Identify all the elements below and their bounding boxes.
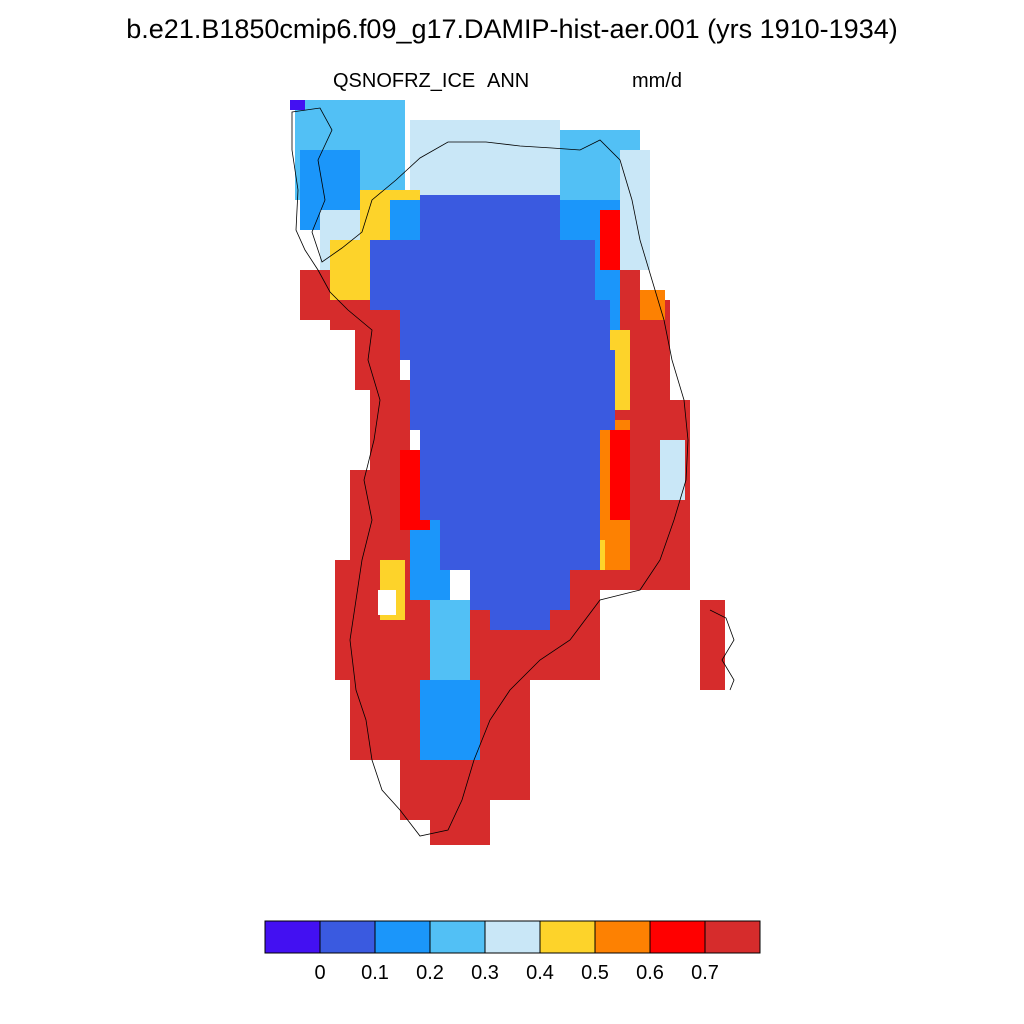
coastline-path (291, 107, 689, 837)
colorbar-tick-label: 0.3 (471, 962, 499, 984)
map-cell (378, 590, 396, 615)
colorbar-swatch (539, 920, 596, 954)
colorbar-tick-label: 0 (314, 962, 326, 984)
map-cell (410, 120, 560, 200)
map-cell (640, 290, 665, 320)
colorbar-tick-label: 0.5 (581, 962, 609, 984)
colorbar-tick-label: 0.1 (361, 962, 389, 984)
units-label: mm/d (632, 70, 682, 92)
map-cells (290, 100, 725, 845)
colorbar-swatch (704, 920, 761, 954)
map-cell (355, 300, 400, 390)
colorbar-swatch (429, 920, 486, 954)
map-cell (430, 600, 470, 680)
map-cell (610, 430, 630, 520)
colorbar-tick-label: 0.4 (526, 962, 554, 984)
coastline (291, 107, 735, 837)
colorbar-tick-label: 0.6 (636, 962, 664, 984)
colorbar-swatch (484, 920, 541, 954)
map-cell (410, 350, 615, 430)
period-label: ANN (487, 70, 530, 92)
map-cell (490, 600, 550, 630)
map-cell (290, 100, 305, 110)
colorbar-tick-label: 0.2 (416, 962, 444, 984)
colorbar-swatch (264, 920, 321, 954)
colorbar-swatch (649, 920, 706, 954)
variable-label: QSNOFRZ_ICE (333, 70, 476, 92)
map-cell (700, 600, 725, 690)
map-cell (620, 150, 650, 270)
map-cell (660, 440, 685, 500)
colorbar-tick-label: 0.7 (691, 962, 719, 984)
map-cell (420, 420, 600, 520)
map-cell (420, 680, 480, 760)
colorbar-swatch (594, 920, 651, 954)
colorbar (264, 920, 761, 954)
map-cell (600, 210, 620, 270)
map-cell (380, 260, 420, 300)
plot-title: b.e21.B1850cmip6.f09_g17.DAMIP-hist-aer.… (126, 14, 898, 44)
colorbar-swatch (319, 920, 376, 954)
colorbar-swatch (374, 920, 431, 954)
map-cell (330, 240, 370, 300)
coastline-path (709, 609, 735, 691)
